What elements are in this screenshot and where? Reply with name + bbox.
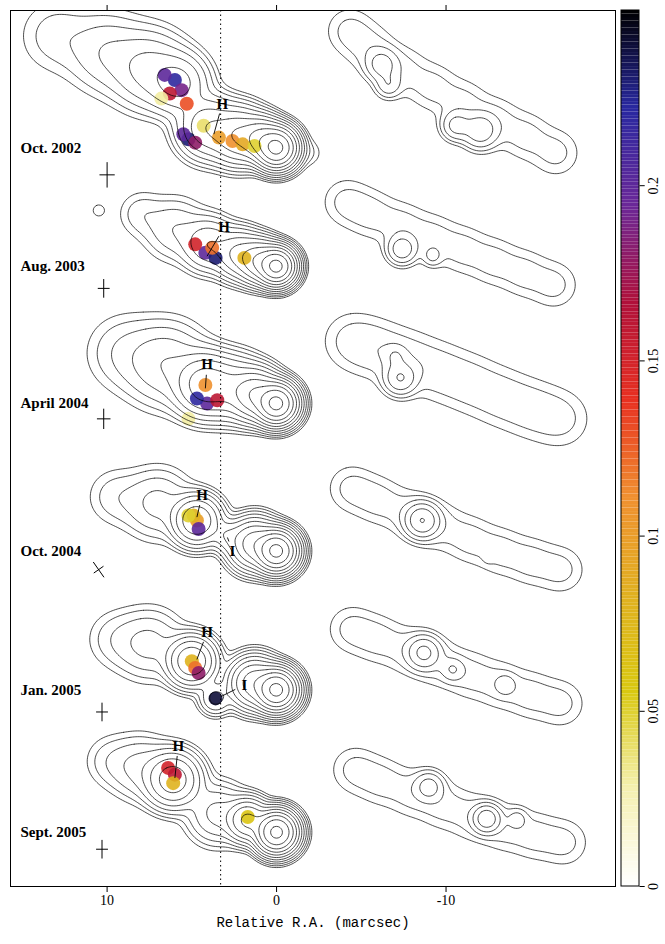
- svg-text:H: H: [196, 487, 208, 503]
- svg-text:0.1: 0.1: [646, 527, 661, 545]
- svg-text:I: I: [230, 543, 236, 559]
- svg-text:Jan. 2005: Jan. 2005: [21, 682, 82, 698]
- svg-text:0: 0: [273, 893, 280, 908]
- svg-text:H: H: [216, 95, 228, 111]
- svg-text:0.2: 0.2: [646, 177, 661, 195]
- svg-text:-10: -10: [437, 893, 456, 908]
- svg-text:Oct. 2002: Oct. 2002: [21, 140, 82, 156]
- svg-text:0.05: 0.05: [646, 699, 661, 724]
- svg-text:H: H: [172, 738, 184, 754]
- svg-text:I: I: [241, 677, 247, 693]
- svg-text:H: H: [201, 356, 213, 372]
- svg-text:H: H: [218, 219, 230, 235]
- svg-text:Aug. 2003: Aug. 2003: [21, 258, 85, 274]
- svg-text:10: 10: [100, 893, 114, 908]
- svg-text:Sept. 2005: Sept. 2005: [21, 824, 87, 840]
- svg-text:H: H: [201, 624, 213, 640]
- svg-text:0: 0: [646, 883, 661, 890]
- svg-text:0.15: 0.15: [646, 349, 661, 374]
- svg-text:Oct. 2004: Oct. 2004: [21, 543, 82, 559]
- svg-text:April 2004: April 2004: [21, 395, 89, 411]
- svg-text:Relative R.A. (marcsec): Relative R.A. (marcsec): [216, 915, 409, 931]
